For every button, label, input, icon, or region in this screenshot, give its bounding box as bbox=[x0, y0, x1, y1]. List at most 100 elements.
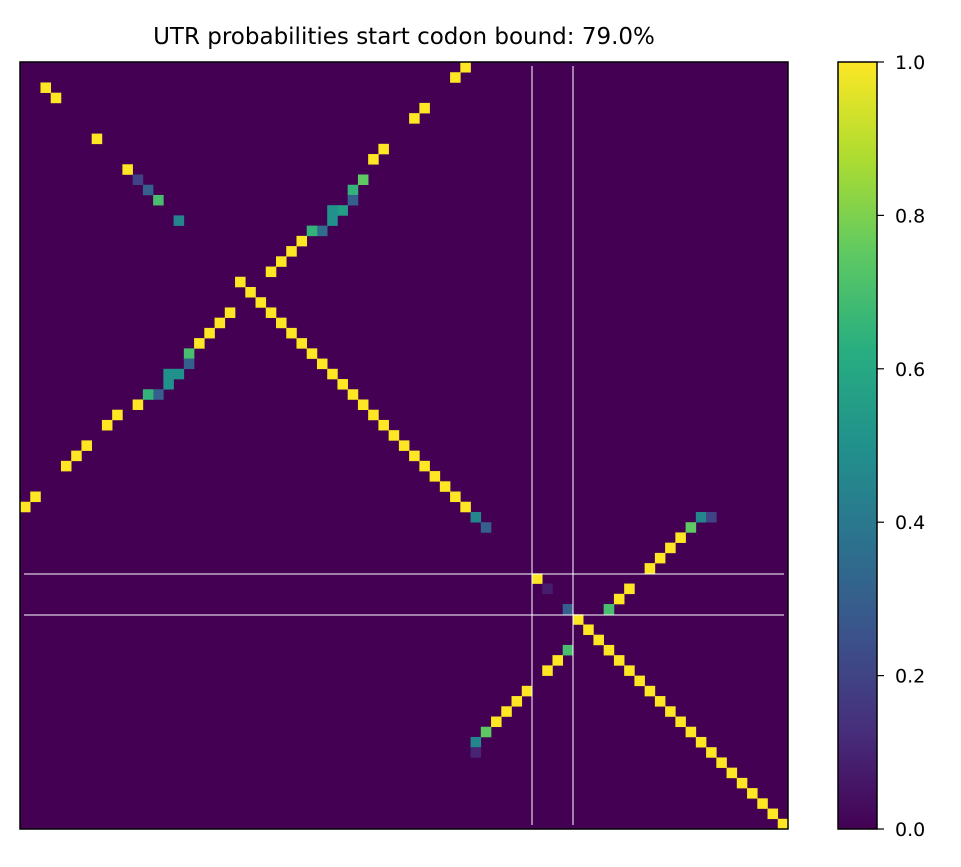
heatmap-cell bbox=[562, 604, 574, 615]
colorbar-tick-label: 0.2 bbox=[895, 666, 925, 688]
heatmap-cell bbox=[378, 419, 389, 431]
heatmap-cell bbox=[357, 399, 369, 411]
heatmap-cell bbox=[306, 348, 318, 359]
heatmap-cell bbox=[736, 777, 748, 789]
heatmap-cell bbox=[521, 685, 533, 697]
heatmap-cell bbox=[347, 194, 359, 206]
heatmap-cell bbox=[634, 675, 645, 687]
heatmap-cell bbox=[409, 450, 420, 462]
heatmap-cell bbox=[542, 665, 553, 676]
heatmap-cell bbox=[173, 368, 185, 380]
heatmap-cell bbox=[91, 133, 103, 145]
heatmap-cell bbox=[224, 307, 236, 318]
heatmap-cell bbox=[245, 286, 256, 298]
heatmap-cell bbox=[163, 368, 174, 380]
heatmap-cell bbox=[767, 808, 779, 820]
heatmap-cell bbox=[71, 450, 82, 462]
heatmap-cell bbox=[378, 143, 389, 155]
heatmap-cell bbox=[296, 235, 308, 247]
heatmap-cell bbox=[593, 634, 604, 646]
heatmap-cell bbox=[204, 327, 215, 339]
heatmap-cell bbox=[583, 624, 594, 635]
colorbar bbox=[837, 61, 878, 830]
heatmap-cell bbox=[30, 491, 41, 503]
heatmap-cell bbox=[654, 696, 666, 707]
heatmap-cell bbox=[706, 747, 717, 758]
heatmap-cell bbox=[665, 706, 676, 717]
heatmap bbox=[20, 62, 789, 830]
heatmap-cell bbox=[327, 205, 338, 216]
heatmap-cell bbox=[398, 440, 410, 451]
heatmap-cell bbox=[142, 184, 154, 196]
heatmap-cell bbox=[511, 696, 523, 707]
heatmap-cell bbox=[163, 379, 174, 390]
heatmap-cell bbox=[153, 389, 164, 400]
heatmap-cell bbox=[276, 256, 287, 267]
heatmap-cell bbox=[419, 460, 430, 472]
heatmap-cell bbox=[20, 501, 31, 513]
heatmap-cell bbox=[142, 389, 154, 400]
heatmap-cell bbox=[255, 297, 267, 308]
heatmap-cell bbox=[695, 511, 707, 523]
heatmap-cell bbox=[470, 736, 482, 748]
heatmap-cell bbox=[101, 419, 113, 431]
heatmap-cell bbox=[542, 583, 553, 595]
heatmap-cell bbox=[183, 358, 195, 370]
heatmap-cell bbox=[183, 348, 195, 359]
heatmap-cell bbox=[50, 92, 62, 104]
heatmap-cell bbox=[286, 327, 297, 339]
heatmap-cell bbox=[296, 338, 308, 349]
heatmap-cell bbox=[613, 593, 625, 605]
heatmap-cell bbox=[409, 113, 420, 124]
heatmap-cell bbox=[347, 389, 359, 400]
heatmap-cell bbox=[685, 522, 697, 533]
heatmap-cell bbox=[501, 706, 512, 717]
heatmap-cell bbox=[81, 440, 92, 451]
heatmap-cell bbox=[747, 788, 758, 799]
heatmap-cell bbox=[480, 726, 492, 738]
heatmap-cell bbox=[675, 532, 686, 543]
heatmap-cell bbox=[532, 573, 543, 584]
colorbar-tick-label: 0.0 bbox=[895, 819, 925, 841]
heatmap-cell bbox=[624, 583, 635, 595]
heatmap-cell bbox=[357, 174, 369, 186]
heatmap-cell bbox=[194, 338, 205, 349]
heatmap-cell bbox=[613, 655, 625, 666]
heatmap-cell bbox=[470, 747, 482, 758]
colorbar-tick-label: 0.6 bbox=[895, 359, 925, 381]
heatmap-cell bbox=[122, 164, 133, 175]
heatmap-cell bbox=[388, 430, 400, 441]
heatmap-cell bbox=[665, 542, 676, 554]
heatmap-cell bbox=[480, 522, 492, 533]
heatmap-cell bbox=[716, 757, 727, 768]
heatmap-cell bbox=[153, 194, 164, 206]
heatmap-cell bbox=[675, 716, 686, 728]
heatmap-cell bbox=[265, 266, 277, 278]
colorbar-tick-label: 1.0 bbox=[895, 52, 925, 74]
heatmap-cell bbox=[757, 798, 768, 809]
heatmap-cell bbox=[173, 215, 185, 226]
heatmap-cell bbox=[327, 215, 338, 226]
heatmap-cell bbox=[654, 552, 666, 564]
heatmap-cell bbox=[286, 246, 297, 257]
colorbar-tick-label: 0.8 bbox=[895, 205, 925, 227]
heatmap-cell bbox=[450, 72, 461, 83]
heatmap-cell bbox=[706, 511, 717, 523]
heatmap-cell bbox=[624, 665, 635, 676]
heatmap-cell bbox=[214, 317, 226, 329]
heatmap-cell bbox=[685, 726, 697, 738]
heatmap-cell bbox=[572, 614, 584, 625]
highlight-lines bbox=[24, 66, 784, 825]
heatmap-cell bbox=[695, 736, 707, 748]
colorbar-tick-label: 0.4 bbox=[895, 512, 925, 534]
heatmap-cell bbox=[429, 471, 441, 482]
heatmap-cell bbox=[470, 511, 482, 523]
heatmap-cell bbox=[40, 82, 52, 93]
heatmap-cell bbox=[491, 716, 502, 728]
heatmap-cell bbox=[316, 358, 328, 370]
plot-frame bbox=[19, 61, 789, 830]
heatmap-cell bbox=[726, 767, 738, 779]
heatmap-cell bbox=[777, 818, 789, 830]
heatmap-cell bbox=[460, 501, 471, 513]
heatmap-cell bbox=[368, 154, 379, 165]
